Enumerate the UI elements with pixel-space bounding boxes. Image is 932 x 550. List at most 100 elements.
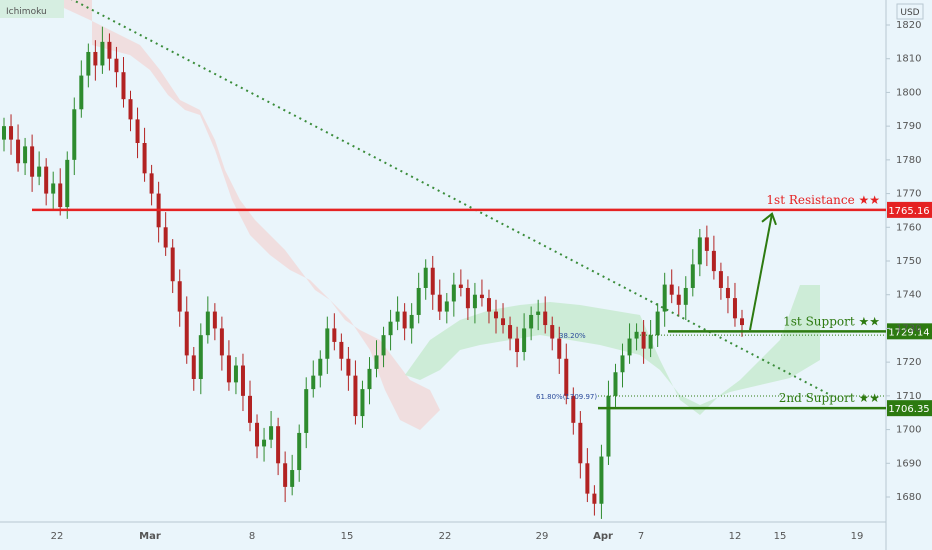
candle-body [423, 267, 428, 288]
candle-body [557, 338, 562, 359]
x-tick-label: 19 [851, 531, 864, 542]
candle-body [353, 375, 358, 417]
x-tick-label: 7 [638, 531, 644, 542]
candle-body [269, 426, 274, 440]
candle-body [599, 456, 604, 504]
candle-body [367, 368, 372, 390]
candle-body [669, 284, 674, 295]
time-axis[interactable]: 22 Mar 8 15 22 29 Apr 7 12 15 19 [51, 531, 864, 542]
candle-body [430, 267, 435, 295]
x-tick-label: 22 [439, 531, 452, 542]
candle-body [65, 159, 70, 208]
candle-body [374, 355, 379, 369]
candle-body [662, 284, 667, 312]
x-tick-label: 12 [729, 531, 742, 542]
candle-body [697, 237, 702, 265]
candle-body [578, 422, 583, 464]
trendline[interactable] [60, 0, 833, 397]
candle-body [360, 389, 365, 417]
candle-body [142, 143, 147, 174]
candle-body [718, 271, 723, 288]
candle-body [494, 311, 498, 319]
candle-body [444, 301, 449, 312]
candle-body [318, 358, 323, 376]
candle-body [114, 58, 119, 73]
candle-body [536, 311, 541, 315]
price-axis[interactable]: 1680 1690 1700 1710 1720 1730 1740 1750 1760 1770… [886, 20, 921, 503]
candle-body [655, 311, 660, 336]
support-label: 1st Support ★★ [783, 314, 880, 328]
price-level-badge [887, 323, 932, 340]
candle-body [690, 264, 695, 288]
y-tick-label: 1800 [896, 87, 921, 98]
candle-body [613, 372, 618, 396]
candle-body [388, 321, 393, 336]
y-tick-label: 1680 [896, 492, 921, 503]
candle-body [676, 294, 681, 305]
candle-body [30, 146, 35, 177]
candle-body [325, 328, 330, 359]
x-tick-label: 15 [774, 531, 787, 542]
price-level-value: 1729.14 [888, 327, 929, 338]
indicator-label[interactable]: Ichimoku [6, 7, 47, 17]
candle-body [620, 355, 625, 373]
candle-body [51, 183, 56, 194]
candle-body [627, 338, 632, 356]
price-level-value: 1706.35 [888, 404, 929, 415]
candle-body [550, 325, 555, 339]
candle-body [9, 126, 14, 140]
candle-body [725, 287, 730, 299]
candle-body [451, 284, 456, 302]
candle-body [522, 328, 527, 353]
candle-body [177, 281, 182, 312]
candle-body [149, 173, 154, 194]
candle-body [402, 311, 407, 329]
candle-body [571, 395, 576, 423]
candle-body [304, 389, 309, 433]
y-tick-label: 1770 [896, 189, 921, 200]
fib-label: 38.20% [559, 332, 586, 340]
y-tick-label: 1690 [896, 458, 921, 469]
candle-body [704, 237, 709, 251]
candle-body [740, 318, 744, 326]
candle-body [191, 355, 196, 379]
fib-label: 61.80%(1709.97) [536, 393, 597, 401]
candle-body [732, 298, 737, 319]
candle-body [205, 311, 210, 336]
candle-body [255, 422, 260, 447]
currency-badge [896, 3, 924, 20]
candle-body [543, 311, 548, 326]
candle-body [648, 335, 653, 349]
candle-body [58, 183, 63, 208]
candle-body [163, 227, 168, 248]
candle-body [458, 284, 463, 288]
y-tick-label: 1810 [896, 54, 921, 65]
candle-body [121, 72, 126, 100]
candle-body [2, 126, 6, 140]
y-tick-label: 1760 [896, 222, 921, 233]
candle-body [634, 331, 639, 339]
candle-body [86, 51, 91, 76]
candle-body [564, 358, 569, 396]
price-level-value: 1765.16 [888, 206, 929, 217]
y-tick-label: 1700 [896, 425, 921, 436]
candle-body [128, 99, 133, 120]
y-tick-label: 1720 [896, 357, 921, 368]
candle-body [711, 250, 716, 272]
candle-body [465, 287, 470, 309]
candle-body [262, 439, 267, 447]
candle-body [44, 166, 49, 194]
y-tick-label: 1790 [896, 121, 921, 132]
candle-body [219, 328, 224, 356]
candle-body [437, 294, 442, 312]
candle-body [683, 287, 688, 305]
support-label: 2nd Support ★★ [779, 391, 880, 405]
candle-body [226, 355, 231, 383]
candle-body [135, 119, 140, 143]
price-level-badge [887, 400, 932, 417]
y-tick-label: 1820 [896, 20, 921, 31]
currency-label: USD [900, 8, 919, 18]
candle-body [416, 287, 421, 315]
